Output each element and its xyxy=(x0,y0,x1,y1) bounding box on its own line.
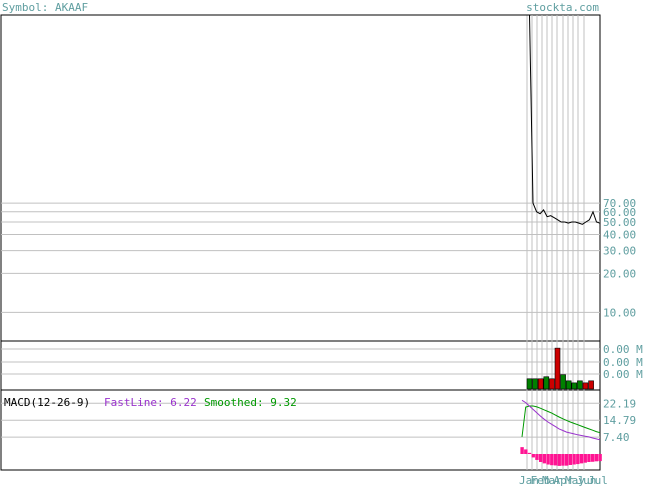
volume-tick-label: 0.00 M xyxy=(603,343,643,356)
price-panel-frame xyxy=(0,14,601,342)
x-tick-label: Mar xyxy=(542,474,562,486)
macd-histogram-bar xyxy=(576,454,580,465)
macd-histogram-bar xyxy=(594,454,599,462)
price-tick-label: 20.00 xyxy=(603,267,636,280)
volume-bar xyxy=(588,380,594,390)
volume-tick-label: 0.00 M xyxy=(603,368,643,381)
macd-histogram-bar xyxy=(579,454,584,464)
macd-histogram-bar xyxy=(572,454,576,465)
price-layer xyxy=(526,14,601,225)
volume-bar xyxy=(543,376,550,390)
site-label: stockta.com xyxy=(526,1,599,14)
volume-tick-label: 0.00 M xyxy=(603,356,643,369)
macd-fast-line xyxy=(521,399,601,441)
macd-panel-frame xyxy=(0,389,601,471)
x-tick-label: Jun xyxy=(577,474,597,486)
volume-bar xyxy=(577,380,583,390)
macd-histogram-bar xyxy=(587,454,591,462)
price-tick-label: 10.00 xyxy=(603,306,636,319)
symbol-label: Symbol: AKAAF xyxy=(2,1,88,14)
price-tick-label: 30.00 xyxy=(603,245,636,258)
macd-smooth-label: Smoothed: 9.32 xyxy=(204,396,297,409)
macd-smoothed-line xyxy=(521,405,601,437)
x-tick-label: Jan xyxy=(519,474,539,486)
macd-histogram-bar xyxy=(535,454,539,460)
volume-bar xyxy=(554,347,561,390)
macd-histogram-bar xyxy=(520,447,524,454)
price-tick-label: 50.00 xyxy=(603,216,636,229)
price-tick-label: 40.00 xyxy=(603,229,636,242)
volume-bar xyxy=(537,378,544,390)
macd-tick-label: 22.19 xyxy=(603,397,636,410)
macd-histogram-bar xyxy=(553,454,558,466)
macd-histogram-bar xyxy=(531,454,535,458)
volume-bar xyxy=(560,374,566,390)
macd-histogram-bar xyxy=(568,454,573,465)
macd-histogram-bar xyxy=(561,454,565,466)
macd-fast-label: FastLine: 6.22 xyxy=(104,396,197,409)
x-tick-label: Jul xyxy=(588,474,608,486)
macd-histogram-bar xyxy=(598,454,602,462)
volume-bar xyxy=(571,382,578,390)
macd-histogram-bar xyxy=(546,454,550,465)
macd-histogram-bar xyxy=(583,454,587,463)
volume-bar xyxy=(549,378,555,390)
macd-histogram-bar xyxy=(550,454,554,466)
grid-layer xyxy=(1,15,600,470)
macd-histogram-bar xyxy=(557,454,561,466)
macd-tick-label: 14.79 xyxy=(603,414,636,427)
macd-tick-label: 7.40 xyxy=(603,431,630,444)
volume-bar xyxy=(582,382,589,390)
macd-label: MACD(12-26-9) xyxy=(4,396,90,409)
price-line xyxy=(526,14,601,225)
macd-histogram-bar xyxy=(538,454,543,462)
volume-bar xyxy=(565,380,572,390)
macd-histogram-bar xyxy=(542,454,547,464)
x-tick-label: Feb xyxy=(531,474,551,486)
x-tick-label: May xyxy=(565,474,585,486)
price-tick-label: 60.00 xyxy=(603,206,636,219)
x-tick-label: Apr xyxy=(554,474,574,486)
macd-histogram-bar xyxy=(524,449,528,454)
volume-panel-frame xyxy=(0,340,601,391)
macd-histogram-bar xyxy=(590,454,595,462)
price-tick-label: 70.00 xyxy=(603,197,636,210)
volume-bar xyxy=(526,378,533,390)
macd-histogram-bar xyxy=(564,454,569,466)
volume-layer xyxy=(526,347,594,390)
volume-bar xyxy=(532,378,538,390)
macd-layer xyxy=(520,399,602,466)
macd-histogram-bar xyxy=(527,452,532,454)
